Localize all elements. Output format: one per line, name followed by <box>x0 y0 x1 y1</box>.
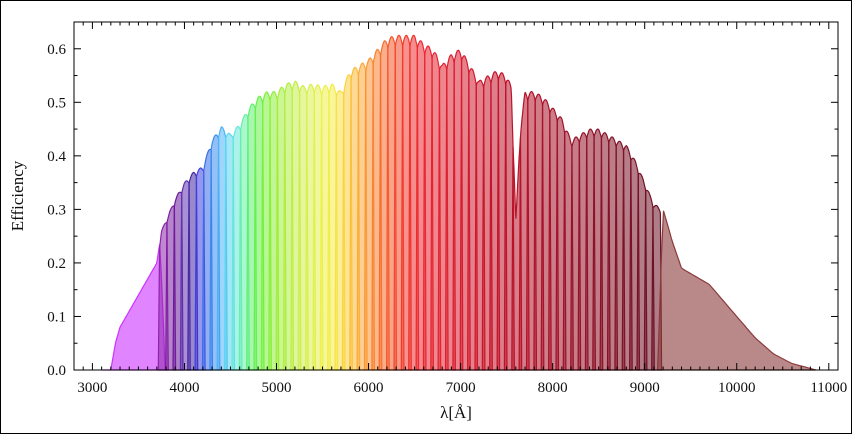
x-axis-label: λ[Å] <box>440 403 472 422</box>
y-tick-label: 0.6 <box>47 42 66 58</box>
x-tick-label: 3000 <box>77 380 107 396</box>
axis-ticks: 3000 4000 5000 6000 7000 8000 9000 10000 11000 0.… <box>47 21 847 396</box>
filter-curve-70 <box>656 210 817 371</box>
x-tick-label: 5000 <box>262 380 292 396</box>
y-tick-label: 0.1 <box>47 309 66 325</box>
x-tick-label: 8000 <box>538 380 568 396</box>
filter-curves <box>102 34 817 371</box>
y-tick-label: 0.0 <box>47 363 66 379</box>
x-tick-label: 7000 <box>446 380 476 396</box>
filter-curve-1 <box>102 244 166 371</box>
x-tick-label: 9000 <box>630 380 660 396</box>
plot-area-border <box>73 21 839 371</box>
x-tick-label: 4000 <box>169 380 199 396</box>
x-tick-label: 10000 <box>718 380 756 396</box>
x-tick-label: 11000 <box>810 380 847 396</box>
x-tick-label: 6000 <box>354 380 384 396</box>
y-axis-label: Efficiency <box>8 160 27 231</box>
y-tick-label: 0.3 <box>47 202 66 218</box>
y-tick-label: 0.2 <box>47 256 66 272</box>
y-tick-label: 0.5 <box>47 95 66 111</box>
y-tick-label: 0.4 <box>47 149 66 165</box>
